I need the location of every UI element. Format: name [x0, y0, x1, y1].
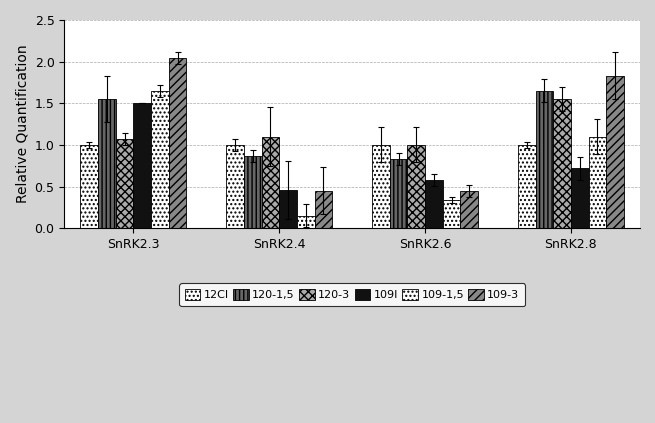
Bar: [314, 191, 332, 228]
Bar: [571, 168, 589, 228]
Bar: [261, 137, 279, 228]
Bar: [134, 103, 151, 228]
Y-axis label: Relative Quantification: Relative Quantification: [15, 45, 29, 203]
Bar: [244, 156, 261, 228]
Bar: [390, 159, 407, 228]
Bar: [151, 91, 169, 228]
Legend: 12CI, 120-1,5, 120-3, 109I, 109-1,5, 109-3: 12CI, 120-1,5, 120-3, 109I, 109-1,5, 109…: [179, 283, 525, 306]
Bar: [518, 145, 536, 228]
Bar: [279, 190, 297, 228]
Bar: [425, 180, 443, 228]
Bar: [297, 216, 314, 228]
Bar: [81, 145, 98, 228]
Bar: [553, 99, 571, 228]
Bar: [116, 139, 134, 228]
Bar: [443, 200, 460, 228]
Bar: [536, 91, 553, 228]
Bar: [589, 137, 607, 228]
Bar: [169, 58, 186, 228]
Bar: [372, 145, 390, 228]
Bar: [226, 145, 244, 228]
Bar: [407, 145, 425, 228]
Bar: [98, 99, 116, 228]
Bar: [607, 76, 624, 228]
Bar: [460, 191, 478, 228]
